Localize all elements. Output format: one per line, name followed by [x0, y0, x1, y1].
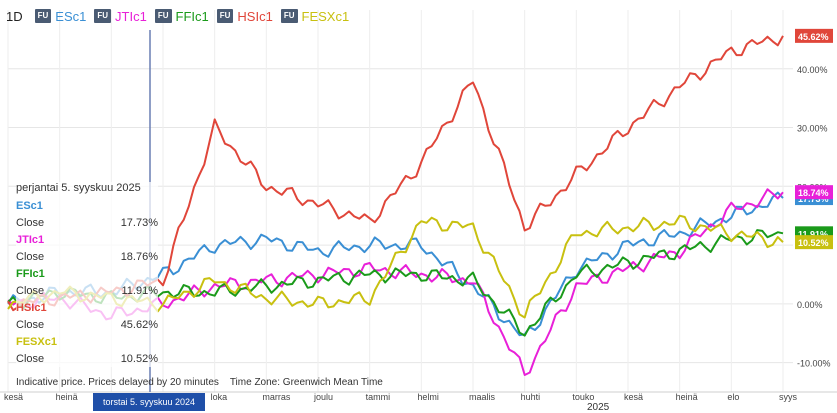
tooltip-symbol: ESc1 — [16, 199, 43, 212]
tooltip-close-label: Close — [16, 352, 45, 365]
delay-note: Indicative price. Prices delayed by 20 m… — [16, 377, 383, 388]
period-selector[interactable]: 1D — [6, 8, 23, 24]
x-tick-label: elo — [727, 392, 739, 402]
grid — [0, 10, 837, 393]
y-tick-label: -10.00% — [797, 359, 831, 369]
legend-item-hsic1[interactable]: FU HSIc1 — [216, 8, 273, 24]
last-value-badge-jtic1 — [795, 185, 833, 200]
y-tick-label: 40.00% — [797, 65, 828, 75]
legend-label: ESc1 — [55, 8, 87, 24]
tooltip-row: Close 10.52% — [16, 350, 158, 367]
tooltip-date: perjantai 5. syyskuu 2025 — [16, 182, 141, 194]
last-value-label: 10.52% — [798, 238, 829, 248]
legend-label: HSIc1 — [237, 8, 273, 24]
futures-badge-icon: FU — [216, 9, 234, 23]
tooltip-close-label: Close — [16, 250, 45, 263]
tooltip-row: Close 18.76% — [16, 248, 158, 265]
last-value-label: 45.62% — [798, 32, 829, 42]
legend-item-jtic1[interactable]: FU JTIc1 — [94, 8, 147, 24]
tooltip-close-label: Close — [16, 284, 45, 297]
last-value-badge-fesxc1 — [795, 235, 833, 250]
x-tick-label: maalis — [469, 392, 496, 402]
x-tick-label: heinä — [676, 392, 698, 402]
year-label: 2025 — [587, 402, 610, 413]
x-tick-label: huhti — [521, 392, 541, 402]
tooltip-symbol: FFIc1 — [16, 267, 45, 280]
last-value-label: 11.91% — [798, 229, 828, 239]
legend-label: JTIc1 — [115, 8, 147, 24]
tooltip-row: Close 45.62% — [16, 316, 158, 333]
crosshair-tooltip: perjantai 5. syyskuu 2025 ESc1 Close 17.73… — [16, 182, 158, 367]
x-tick-label: tammi — [366, 392, 391, 402]
tooltip-close-value: 45.62% — [120, 318, 158, 331]
last-value-badges: 17.73%18.74%11.91%45.62%10.52% — [795, 28, 833, 250]
tooltip-close-label: Close — [16, 216, 45, 229]
tooltip-symbol: HSIc1 — [16, 301, 47, 314]
y-tick-label: 0.00% — [797, 300, 823, 310]
tooltip-close-value: 11.91% — [121, 284, 159, 297]
x-tick-label: touko — [572, 392, 594, 402]
x-tick-label: heinä — [56, 392, 78, 402]
legend-label: FESXc1 — [301, 8, 350, 24]
y-axis: -10.00%0.00%10.00%20.00%30.00%40.00% — [797, 65, 831, 369]
futures-badge-icon: FU — [154, 9, 172, 23]
last-value-label: 18.74% — [798, 188, 829, 198]
last-value-badge-hsic1 — [795, 28, 833, 43]
legend-item-ffic1[interactable]: FU FFIc1 — [154, 8, 209, 24]
futures-badge-icon: FU — [34, 9, 52, 23]
x-tick-label: marras — [262, 392, 291, 402]
tooltip-row: Close 17.73% — [16, 214, 158, 231]
tooltip-symbol: JTIc1 — [16, 233, 45, 246]
x-tick-label: loka — [211, 392, 228, 402]
tooltip-close-value: 17.73% — [120, 216, 158, 229]
legend-bar: 1D FU ESc1 FU JTIc1 FU FFIc1 FU HSIc1 FU FESXc1 — [6, 6, 357, 26]
x-tick-label: kesä — [4, 392, 23, 402]
tooltip-close-value: 18.76% — [120, 250, 158, 263]
futures-badge-icon: FU — [280, 9, 298, 23]
legend-item-esc1[interactable]: FU ESc1 — [34, 8, 87, 24]
legend-label: FFIc1 — [175, 8, 209, 24]
legend-items: FU ESc1 FU JTIc1 FU FFIc1 FU HSIc1 FU FESXc1 — [34, 8, 358, 24]
legend-item-fesxc1[interactable]: FU FESXc1 — [280, 8, 350, 24]
y-tick-label: 30.00% — [797, 124, 828, 134]
x-tick-label: helmi — [417, 392, 439, 402]
tooltip-rows: ESc1 Close 17.73% JTIc1 Close 18.76% FFIc1 Clos… — [16, 197, 158, 367]
futures-badge-icon: FU — [94, 9, 112, 23]
crosshair-date-badge: torstai 5. syyskuu 2024 — [93, 393, 205, 411]
x-tick-label: syys — [779, 392, 798, 402]
x-tick-label: joulu — [313, 392, 333, 402]
x-tick-label: kesä — [624, 392, 643, 402]
tooltip-row: Close 11.91% — [16, 282, 158, 299]
tooltip-close-value: 10.52% — [120, 352, 158, 365]
tooltip-symbol: FESXc1 — [16, 335, 57, 348]
tooltip-close-label: Close — [16, 318, 45, 331]
